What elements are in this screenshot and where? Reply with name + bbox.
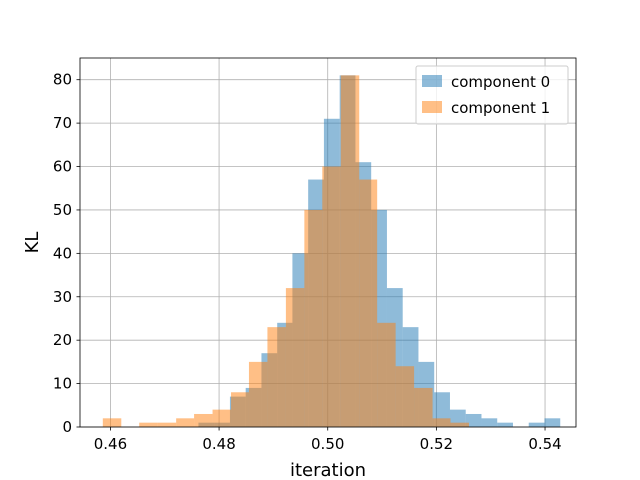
histogram-bar-series-0: [544, 418, 560, 427]
y-tick-label: 60: [53, 158, 72, 176]
histogram-bar-series-1: [158, 423, 176, 427]
histogram-bar-series-1: [213, 410, 231, 427]
histogram-bar-series-1: [359, 180, 377, 427]
histogram-bar-series-1: [433, 418, 451, 427]
legend: component 0 component 1: [416, 66, 568, 124]
x-tick-label: 0.54: [528, 435, 561, 453]
y-tick-label: 80: [53, 71, 72, 89]
histogram-bar-series-1: [396, 366, 414, 427]
x-tick-label: 0.50: [311, 435, 344, 453]
histogram-bar-series-0: [481, 418, 497, 427]
histogram-bar-series-1: [414, 388, 432, 427]
histogram-bar-series-1: [267, 327, 285, 427]
legend-swatch: [422, 101, 442, 113]
histogram-bar-series-1: [322, 167, 340, 427]
histogram-bar-series-0: [529, 423, 545, 427]
histogram-bar-series-1: [451, 423, 469, 427]
y-tick-label: 10: [53, 375, 72, 393]
histogram-bar-series-1: [341, 75, 359, 427]
y-tick-label: 70: [53, 114, 72, 132]
y-tick-label: 30: [53, 288, 72, 306]
x-tick-label: 0.48: [202, 435, 235, 453]
histogram-bar-series-0: [497, 423, 513, 427]
histogram-bar-series-1: [139, 423, 157, 427]
legend-label: component 0: [451, 73, 550, 91]
x-axis-title: iteration: [290, 460, 366, 480]
y-tick-label: 0: [62, 418, 72, 436]
x-tick-label: 0.46: [94, 435, 127, 453]
histogram-bar-series-1: [377, 323, 395, 427]
y-axis-title: KL: [22, 232, 43, 254]
histogram-bar-series-1: [231, 392, 249, 427]
histogram-bar-series-1: [176, 418, 194, 427]
histogram-bar-series-1: [194, 414, 212, 427]
histogram-bar-series-1: [286, 288, 304, 427]
legend-swatch: [422, 75, 442, 87]
y-tick-label: 20: [53, 331, 72, 349]
y-tick-label: 50: [53, 201, 72, 219]
legend-label: component 1: [451, 99, 550, 117]
histogram-bar-series-1: [249, 362, 267, 427]
x-tick-label: 0.52: [420, 435, 453, 453]
histogram-bar-series-1: [103, 418, 121, 427]
y-tick-label: 40: [53, 244, 72, 262]
histogram-bar-series-1: [304, 210, 322, 427]
